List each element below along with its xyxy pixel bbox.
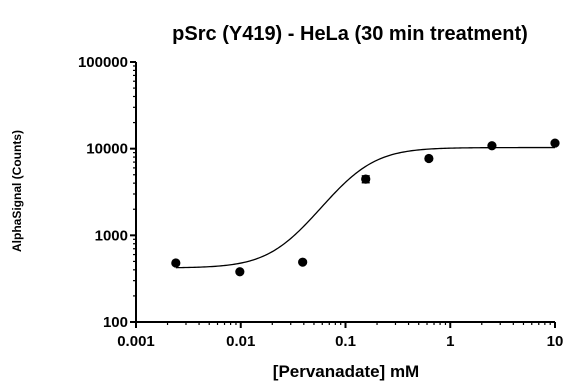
data-point — [424, 153, 434, 164]
data-point — [235, 267, 245, 277]
y-axis-label: AlphaSignal (Counts) — [10, 130, 24, 252]
y-tick-label: 10000 — [86, 141, 128, 158]
fit-curve — [175, 146, 555, 269]
x-tick-label: 10 — [547, 333, 564, 350]
x-axis-label: [Pervanadate] mM — [273, 362, 419, 381]
x-ticks: 0.001 0.01 0.1 1 10 — [117, 322, 563, 350]
data-point — [487, 141, 497, 151]
data-point — [298, 257, 308, 267]
data-point — [550, 138, 560, 148]
y-tick-label: 100000 — [78, 54, 128, 71]
y-tick-label: 1000 — [95, 227, 128, 244]
data-points — [171, 138, 560, 277]
fit-layer — [175, 146, 555, 269]
data-point — [171, 258, 181, 268]
x-tick-label: 1 — [446, 333, 454, 350]
y-ticks: 100 1000 10000 100000 — [78, 54, 136, 331]
axes — [135, 62, 555, 323]
x-tick-label: 0.1 — [335, 333, 356, 350]
y-tick-label: 100 — [103, 314, 128, 331]
data-point — [361, 174, 371, 184]
x-tick-label: 0.01 — [226, 333, 255, 350]
x-tick-label: 0.001 — [117, 333, 155, 350]
chart-title: pSrc (Y419) - HeLa (30 min treatment) — [172, 23, 528, 45]
